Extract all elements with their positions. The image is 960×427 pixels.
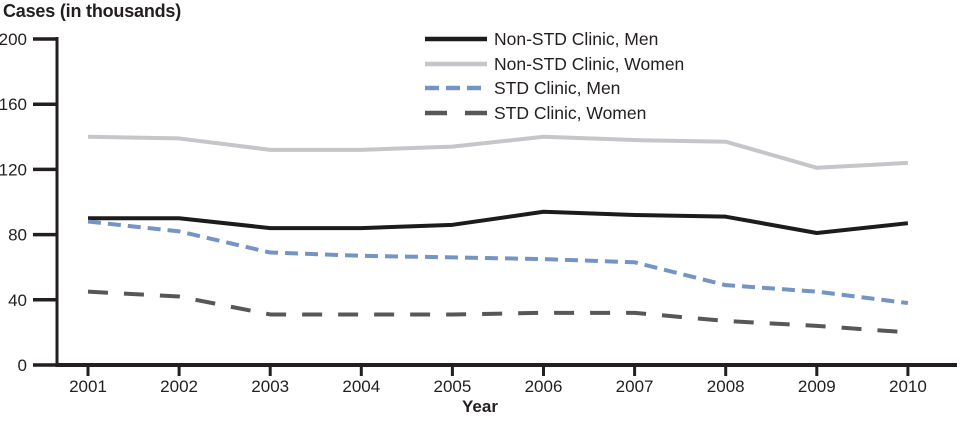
x-axis-title: Year [462, 397, 498, 416]
x-tick-label: 2008 [707, 377, 745, 396]
y-tick-label: 160 [0, 95, 27, 114]
series-line-non-std-clinic-men [88, 209, 909, 235]
x-tick-label: 2009 [798, 377, 836, 396]
legend-label-non-std-clinic-men: Non-STD Clinic, Men [494, 29, 658, 49]
y-tick-label: 0 [18, 356, 27, 375]
x-tick-label: 2003 [251, 377, 289, 396]
chart-title: Cases (in thousands) [3, 1, 182, 21]
x-tick-label: 2002 [160, 377, 198, 396]
y-tick-label: 200 [0, 30, 27, 49]
legend-label-non-std-clinic-women: Non-STD Clinic, Women [494, 54, 684, 74]
x-tick-label: 2004 [342, 377, 380, 396]
x-tick-label: 2006 [525, 377, 563, 396]
x-tick-label: 2007 [616, 377, 654, 396]
series-line-non-std-clinic-women [87, 134, 909, 170]
y-tick-label: 80 [8, 226, 27, 245]
y-tick-label: 40 [8, 291, 27, 310]
legend-label-std-clinic-men: STD Clinic, Men [494, 78, 620, 98]
y-tick-label: 120 [0, 160, 27, 179]
x-tick-label: 2005 [433, 377, 471, 396]
x-tick-label: 2001 [69, 377, 107, 396]
series-line-std-clinic-men [87, 219, 909, 306]
series-line-std-clinic-women [87, 289, 909, 335]
legend-label-std-clinic-women: STD Clinic, Women [494, 103, 646, 123]
x-tick-label: 2010 [889, 377, 927, 396]
